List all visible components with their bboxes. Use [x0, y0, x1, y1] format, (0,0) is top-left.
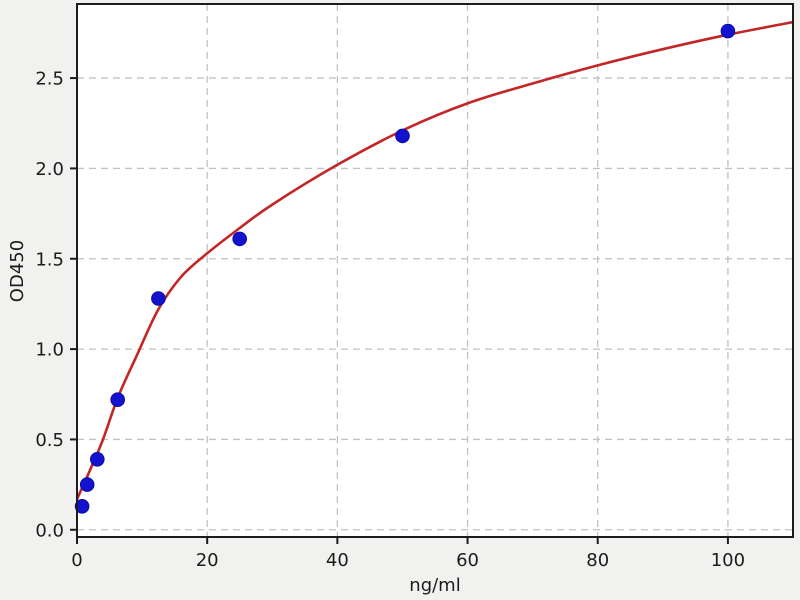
x-axis-label: ng/ml: [409, 575, 460, 596]
data-point-layer: [74, 23, 736, 514]
y-axis-label: OD450: [7, 240, 28, 302]
x-tick-label: 40: [326, 550, 349, 571]
data-point: [232, 231, 247, 247]
data-point: [395, 128, 410, 144]
data-point: [90, 452, 105, 467]
x-tick-label: 20: [196, 550, 219, 571]
data-point: [720, 23, 736, 39]
x-tick-label: 60: [456, 550, 479, 571]
y-tick-label: 0.0: [35, 520, 64, 541]
data-point: [151, 291, 166, 306]
y-tick-label: 1.5: [35, 249, 64, 270]
axes-spines: [76, 3, 794, 538]
x-tick-label: 100: [711, 550, 745, 571]
data-point: [79, 477, 95, 492]
y-tick-label: 2.0: [35, 159, 64, 180]
tick-marks: [70, 77, 729, 544]
plot-area: [77, 4, 793, 537]
y-tick-label: 2.5: [35, 69, 64, 90]
data-point: [110, 392, 125, 408]
data-point: [74, 499, 90, 514]
x-tick-label: 0: [71, 550, 82, 571]
tick-labels: 0 20 40 60 80 100 0.0 0.5 1.0 1.5 2.0 2.5: [35, 69, 745, 571]
x-tick-label: 80: [586, 550, 609, 571]
y-tick-label: 0.5: [35, 430, 64, 451]
y-tick-label: 1.0: [35, 340, 64, 361]
